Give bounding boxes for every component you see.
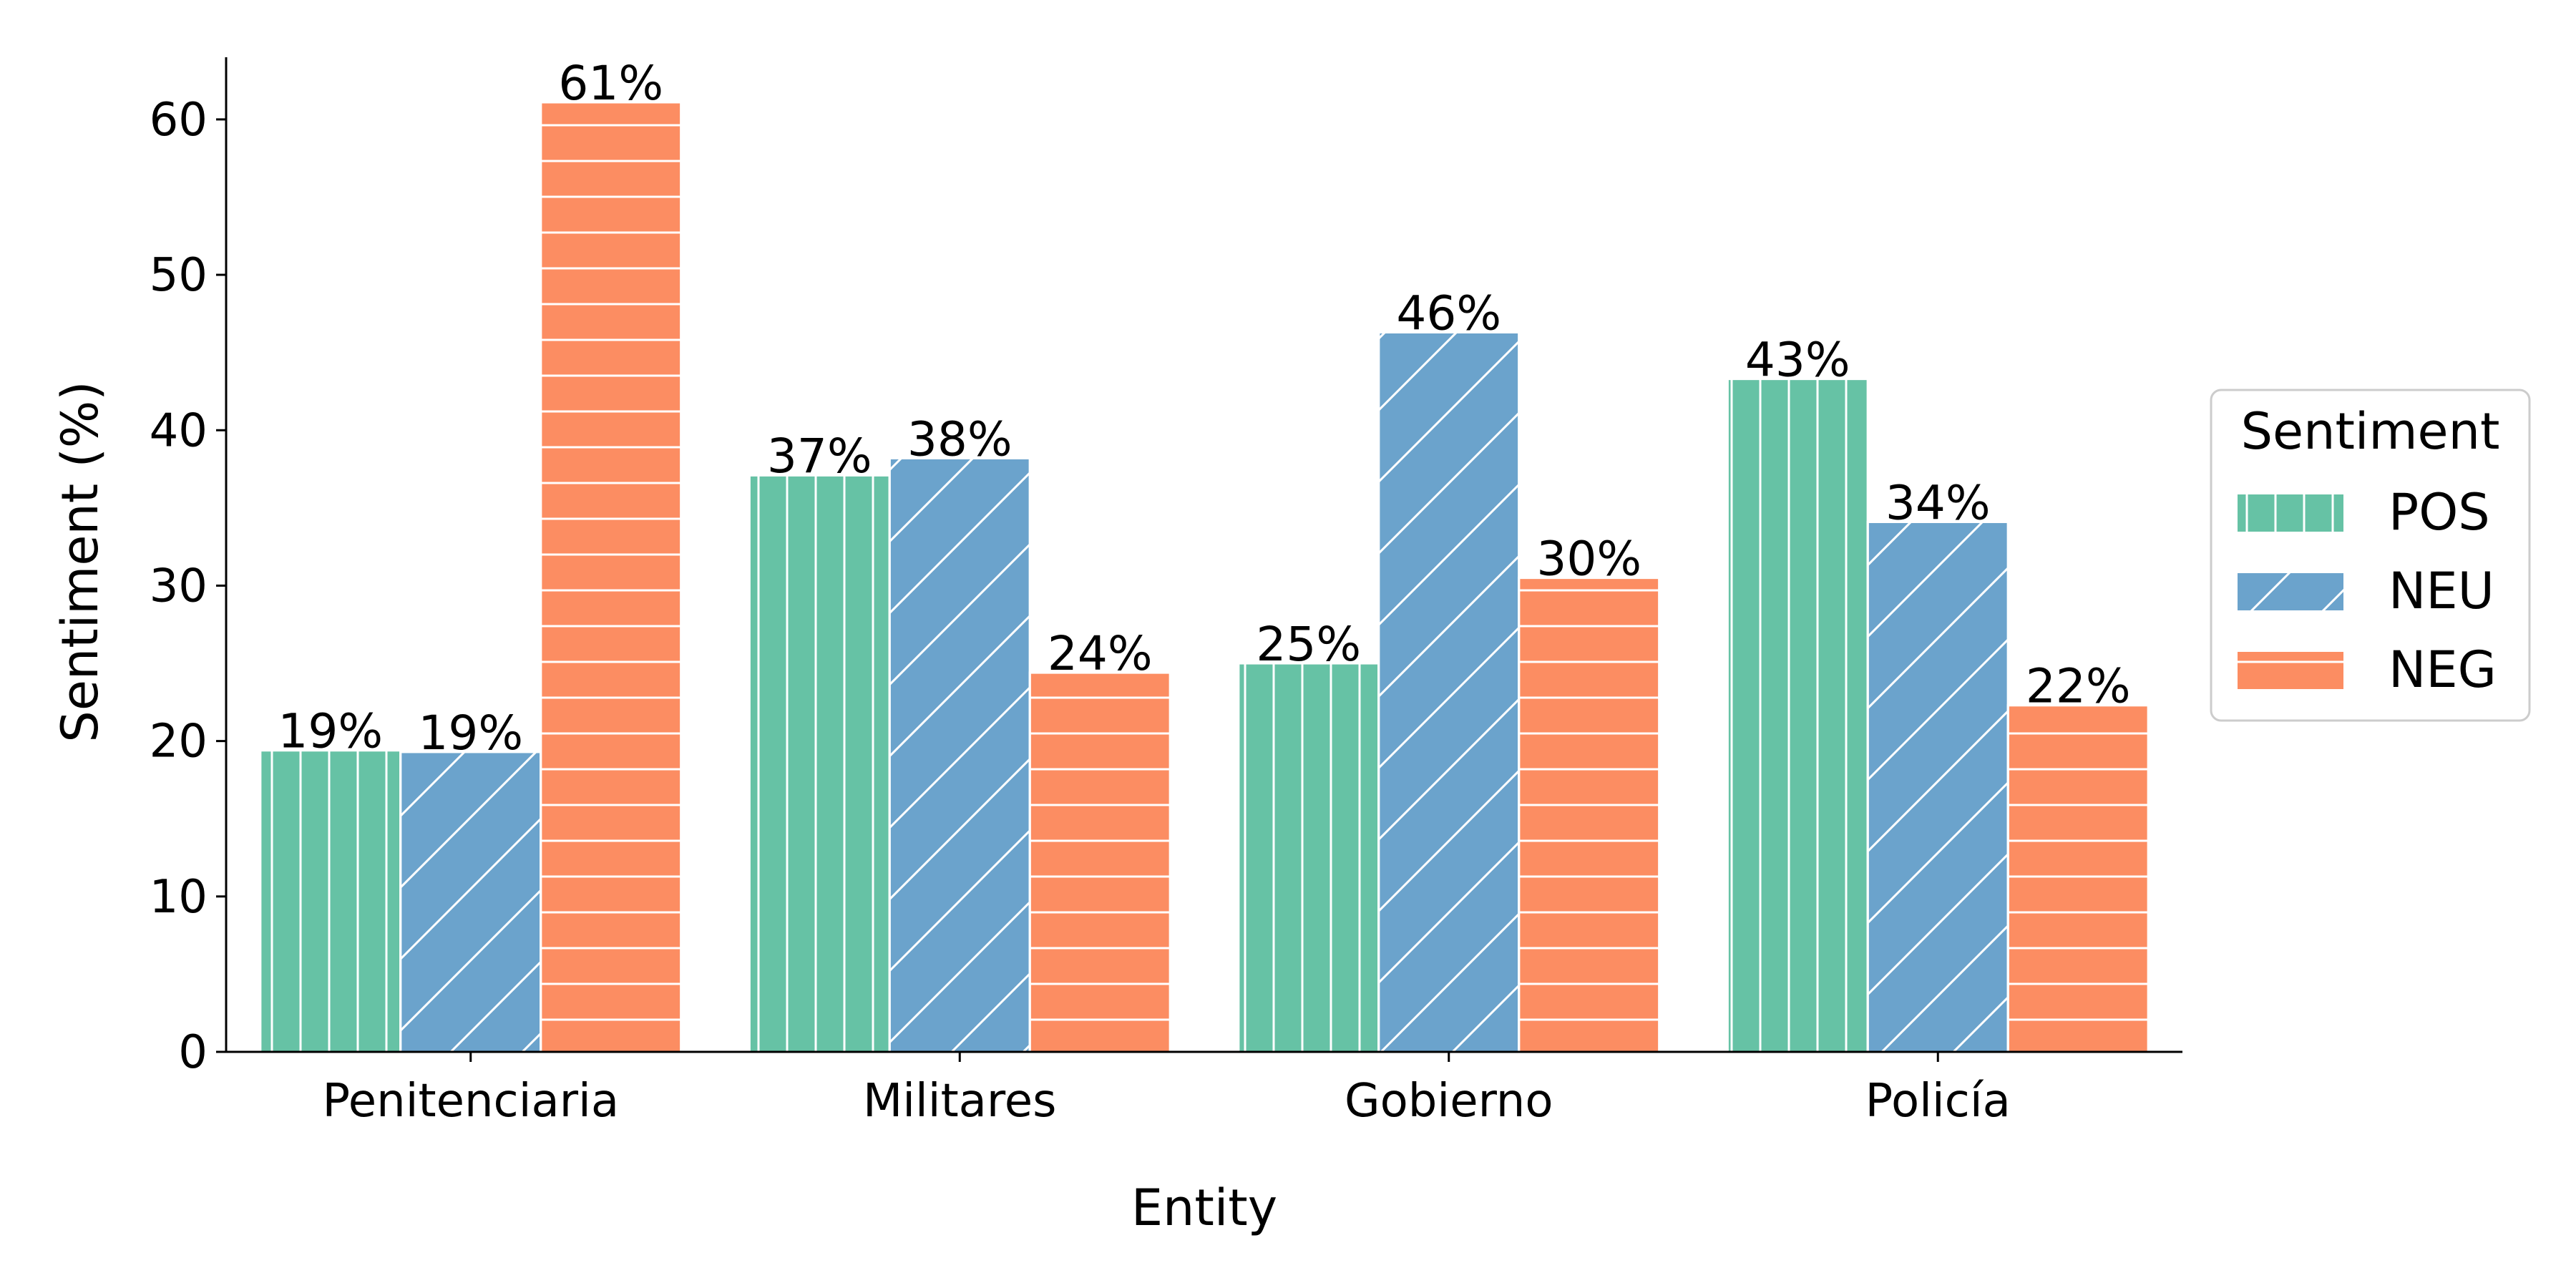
legend-swatch-hatch-neg — [2237, 651, 2344, 690]
x-tick-label: Gobierno — [1345, 1075, 1553, 1128]
bar-hatch-neu-3 — [1866, 520, 2009, 1053]
bar-value-label: 46% — [1396, 286, 1501, 341]
bar-value-label: 24% — [1048, 626, 1153, 681]
bar-hatch-neg-2 — [1518, 577, 1661, 1053]
bar-value-label: 43% — [1745, 333, 1850, 388]
legend-title: Sentiment — [2241, 402, 2500, 461]
x-tick-label: Penitenciaria — [322, 1075, 619, 1128]
bar-value-label: 38% — [907, 411, 1013, 467]
x-axis-title: Entity — [1131, 1179, 1277, 1237]
legend-label-neg: NEG — [2389, 640, 2497, 699]
bar-hatch-pos-2 — [1237, 662, 1380, 1053]
bar-value-label: 25% — [1256, 617, 1361, 672]
y-tick-label: 30 — [150, 560, 208, 613]
bar-hatch-pos-0 — [259, 749, 402, 1053]
y-tick-label: 20 — [150, 716, 208, 769]
bar-value-label: 34% — [1885, 475, 1991, 530]
legend-swatch-hatch-neu — [2237, 572, 2344, 611]
legend-label-neu: NEU — [2389, 562, 2494, 620]
bar-value-label: 37% — [767, 429, 872, 484]
y-tick-label: 40 — [150, 404, 208, 457]
bar-hatch-neg-0 — [540, 101, 683, 1053]
bar-hatch-neu-2 — [1377, 331, 1521, 1053]
y-tick-label: 50 — [150, 249, 208, 302]
bar-value-label: 19% — [278, 704, 383, 759]
bar-hatch-neg-1 — [1028, 671, 1171, 1053]
bar-hatch-pos-3 — [1726, 378, 1869, 1053]
y-tick-label: 0 — [178, 1026, 208, 1079]
bar-hatch-pos-1 — [748, 474, 891, 1053]
legend-box — [2210, 389, 2531, 722]
bar-value-label: 19% — [418, 706, 523, 761]
bar-hatch-neg-3 — [2006, 704, 2150, 1053]
bar-hatch-neu-0 — [399, 751, 542, 1053]
bar-hatch-neu-1 — [888, 457, 1031, 1053]
bar-value-label: 22% — [2026, 659, 2131, 714]
y-tick-label: 60 — [150, 94, 208, 147]
legend-label-pos: POS — [2389, 483, 2490, 542]
legend-swatch-hatch-pos — [2237, 494, 2344, 532]
bar-value-label: 61% — [558, 56, 663, 111]
y-tick-label: 10 — [150, 871, 208, 924]
bar-value-label: 30% — [1536, 532, 1641, 587]
y-axis-title: Sentiment (%) — [51, 381, 109, 742]
x-tick-label: Policía — [1865, 1075, 2011, 1128]
x-tick-label: Militares — [863, 1075, 1057, 1128]
